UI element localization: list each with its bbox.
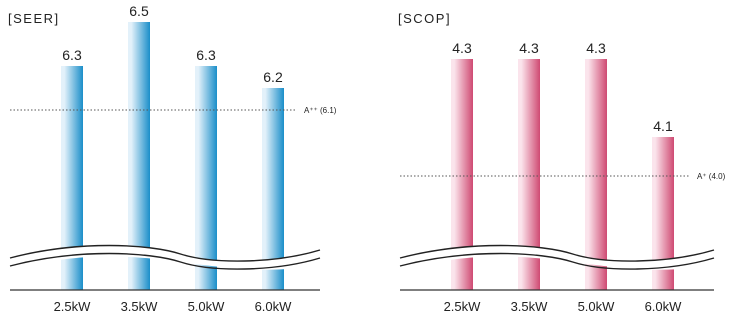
- scop-bar-2: [585, 59, 607, 290]
- scop-bar-3: [652, 137, 674, 290]
- scop-tick-label-2: 5.0kW: [578, 299, 616, 314]
- seer-axis-break-line-top: [9, 244, 321, 262]
- scop-axis-break-line-bottom: [399, 252, 715, 270]
- seer-bar-2: [195, 66, 217, 290]
- scop-panel: [SCOP] 4.3 4.3 4.3 4.1 A⁺ (4.0) 2.5kW 3.5kW 5…: [398, 11, 726, 314]
- seer-reference-label: A⁺⁺ (6.1): [304, 106, 337, 115]
- scop-tick-labels: 2.5kW 3.5kW 5.0kW 6.0kW: [444, 299, 683, 314]
- scop-reference-label: A⁺ (4.0): [697, 172, 726, 181]
- seer-value-label-0: 6.3: [62, 47, 82, 63]
- seer-bar-1: [128, 22, 150, 290]
- scop-tick-label-0: 2.5kW: [444, 299, 482, 314]
- seer-bars: [61, 22, 284, 290]
- scop-bars: [451, 59, 674, 290]
- scop-value-labels: 4.3 4.3 4.3 4.1: [452, 40, 673, 134]
- seer-bar-0: [61, 66, 83, 290]
- seer-value-label-3: 6.2: [263, 69, 283, 85]
- scop-value-label-1: 4.3: [519, 40, 539, 56]
- seer-axis-break-line-bottom: [9, 252, 321, 270]
- seer-tick-label-1: 3.5kW: [121, 299, 159, 314]
- seer-tick-label-3: 6.0kW: [255, 299, 293, 314]
- scop-value-label-3: 4.1: [653, 118, 673, 134]
- seer-panel-title: [SEER]: [8, 11, 60, 26]
- seer-panel: [SEER] 6.3 6.5 6.3 6.2 A⁺⁺ (6.1) 2.5kW 3.5kW…: [8, 3, 337, 314]
- seer-tick-label-2: 5.0kW: [188, 299, 226, 314]
- scop-tick-label-3: 6.0kW: [645, 299, 683, 314]
- seer-tick-label-0: 2.5kW: [54, 299, 92, 314]
- seer-value-labels: 6.3 6.5 6.3 6.2: [62, 3, 283, 85]
- seer-tick-labels: 2.5kW 3.5kW 5.0kW 6.0kW: [54, 299, 293, 314]
- scop-tick-label-1: 3.5kW: [511, 299, 549, 314]
- scop-axis-break-line-top: [399, 244, 715, 262]
- scop-value-label-2: 4.3: [586, 40, 606, 56]
- seer-value-label-2: 6.3: [196, 47, 216, 63]
- scop-value-label-0: 4.3: [452, 40, 472, 56]
- scop-bar-1: [518, 59, 540, 290]
- seer-axis-break: [9, 244, 321, 272]
- scop-bar-0: [451, 59, 473, 290]
- seer-bar-3: [262, 88, 284, 290]
- seer-value-label-1: 6.5: [129, 3, 149, 19]
- scop-axis-break: [399, 244, 715, 272]
- scop-panel-title: [SCOP]: [398, 11, 451, 26]
